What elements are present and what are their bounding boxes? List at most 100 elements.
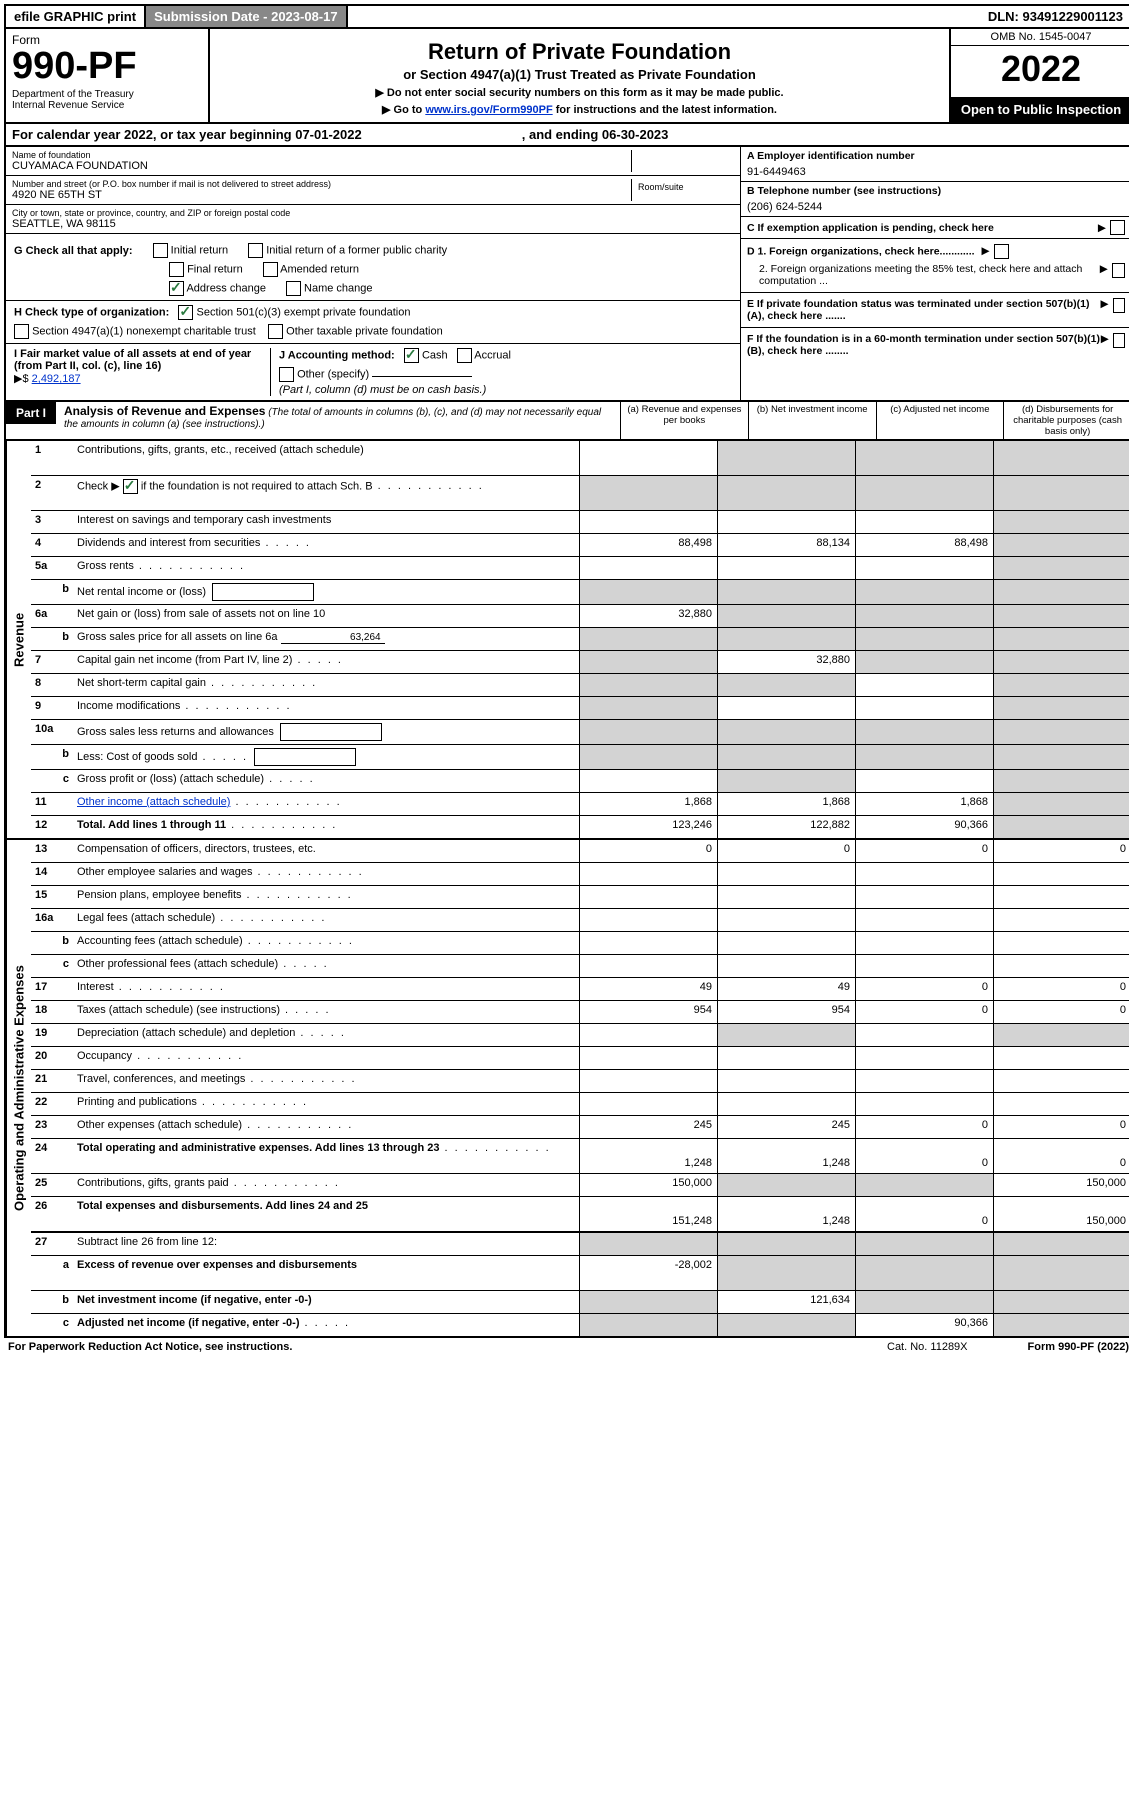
goto-post: for instructions and the latest informat… — [553, 104, 777, 116]
r23-d: 0 — [993, 1116, 1129, 1138]
g-amended: Amended return — [280, 263, 359, 275]
r24-c: 0 — [855, 1139, 993, 1173]
column-headers: (a) Revenue and expenses per books (b) N… — [620, 402, 1129, 439]
j-note: (Part I, column (d) must be on cash basi… — [279, 384, 732, 396]
h-other: Other taxable private foundation — [286, 325, 443, 337]
r23-b: 245 — [717, 1116, 855, 1138]
r26-c: 0 — [855, 1197, 993, 1231]
r2-checkbox[interactable] — [123, 479, 138, 494]
r6b-desc: Gross sales price for all assets on line… — [73, 628, 579, 650]
g-addr-change-checkbox[interactable] — [169, 281, 184, 296]
ein-cell: A Employer identification number 91-6449… — [741, 147, 1129, 182]
r20-desc: Occupancy — [73, 1047, 579, 1069]
r18-b: 954 — [717, 1001, 855, 1023]
r24-a: 1,248 — [579, 1139, 717, 1173]
r11-link[interactable]: Other income (attach schedule) — [77, 796, 230, 808]
r16c-desc: Other professional fees (attach schedule… — [73, 955, 579, 977]
part1-header: Part I Analysis of Revenue and Expenses … — [4, 401, 1129, 441]
form-subtitle: or Section 4947(a)(1) Trust Treated as P… — [216, 67, 943, 82]
tax-year: 2022 — [951, 46, 1129, 92]
j-accrual-checkbox[interactable] — [457, 348, 472, 363]
r24-desc: Total operating and administrative expen… — [73, 1139, 579, 1173]
r27a-a: -28,002 — [579, 1256, 717, 1290]
goto-note: ▶ Go to www.irs.gov/Form990PF for instru… — [216, 103, 943, 116]
form-header: Form 990-PF Department of the Treasury I… — [4, 29, 1129, 124]
d2-label: 2. Foreign organizations meeting the 85%… — [759, 263, 1100, 287]
omb-number: OMB No. 1545-0047 — [951, 29, 1129, 46]
revenue-side-label: Revenue — [6, 441, 31, 838]
r16a-desc: Legal fees (attach schedule) — [73, 909, 579, 931]
city-cell: City or town, state or province, country… — [6, 205, 740, 234]
revenue-table: Revenue 1Contributions, gifts, grants, e… — [4, 441, 1129, 840]
r12-a: 123,246 — [579, 816, 717, 838]
r26-desc: Total expenses and disbursements. Add li… — [73, 1197, 579, 1231]
e-row: E If private foundation status was termi… — [741, 293, 1129, 328]
e-label: E If private foundation status was termi… — [747, 298, 1089, 322]
g-initial-pub-checkbox[interactable] — [248, 243, 263, 258]
r18-desc: Taxes (attach schedule) (see instruction… — [73, 1001, 579, 1023]
header-center: Return of Private Foundation or Section … — [210, 29, 949, 122]
d1-label: D 1. Foreign organizations, check here..… — [747, 245, 975, 257]
r6a-a: 32,880 — [579, 605, 717, 627]
h-501c3: Section 501(c)(3) exempt private foundat… — [196, 306, 410, 318]
irs-link[interactable]: www.irs.gov/Form990PF — [425, 104, 552, 116]
r13-a: 0 — [579, 840, 717, 862]
col-d-hdr: (d) Disbursements for charitable purpose… — [1003, 402, 1129, 439]
efile-print[interactable]: efile GRAPHIC print — [6, 6, 146, 27]
g-initial-checkbox[interactable] — [153, 243, 168, 258]
r26-b: 1,248 — [717, 1197, 855, 1231]
r17-c: 0 — [855, 978, 993, 1000]
c-checkbox[interactable] — [1110, 220, 1125, 235]
phone-cell: B Telephone number (see instructions) (2… — [741, 182, 1129, 217]
calendar-year-line: For calendar year 2022, or tax year begi… — [4, 124, 1129, 147]
city-label: City or town, state or province, country… — [12, 208, 734, 218]
r18-c: 0 — [855, 1001, 993, 1023]
r3-desc: Interest on savings and temporary cash i… — [73, 511, 579, 533]
ssn-note: ▶ Do not enter social security numbers o… — [216, 86, 943, 99]
g-name-change: Name change — [304, 282, 373, 294]
d2-checkbox[interactable] — [1112, 263, 1125, 278]
form-ref: Form 990-PF (2022) — [1028, 1341, 1129, 1353]
h-4947: Section 4947(a)(1) nonexempt charitable … — [32, 325, 256, 337]
r6a-desc: Net gain or (loss) from sale of assets n… — [73, 605, 579, 627]
r10a-desc: Gross sales less returns and allowances — [73, 720, 579, 744]
part1-tab: Part I — [6, 402, 56, 424]
g-final-checkbox[interactable] — [169, 262, 184, 277]
j-other-checkbox[interactable] — [279, 367, 294, 382]
j-cash-checkbox[interactable] — [404, 348, 419, 363]
address-value: 4920 NE 65TH ST — [12, 189, 631, 201]
g-final: Final return — [187, 263, 243, 275]
j-label: J Accounting method: — [279, 349, 395, 361]
r4-b: 88,134 — [717, 534, 855, 556]
h-other-checkbox[interactable] — [268, 324, 283, 339]
r27-desc: Subtract line 26 from line 12: — [73, 1233, 579, 1255]
c-label: C If exemption application is pending, c… — [747, 222, 994, 234]
city-value: SEATTLE, WA 98115 — [12, 218, 734, 230]
address-cell: Number and street (or P.O. box number if… — [6, 176, 740, 205]
r12-c: 90,366 — [855, 816, 993, 838]
r17-desc: Interest — [73, 978, 579, 1000]
g-name-change-checkbox[interactable] — [286, 281, 301, 296]
fmv-link[interactable]: 2,492,187 — [32, 373, 81, 385]
r27c-c: 90,366 — [855, 1314, 993, 1336]
r5a-desc: Gross rents — [73, 557, 579, 579]
open-to-public: Open to Public Inspection — [951, 97, 1129, 122]
h-501c3-checkbox[interactable] — [178, 305, 193, 320]
g-initial: Initial return — [171, 244, 228, 256]
expenses-side-label: Operating and Administrative Expenses — [6, 840, 31, 1336]
d1-checkbox[interactable] — [994, 244, 1009, 259]
h-4947-checkbox[interactable] — [14, 324, 29, 339]
r4-desc: Dividends and interest from securities — [73, 534, 579, 556]
r21-desc: Travel, conferences, and meetings — [73, 1070, 579, 1092]
r27c-desc: Adjusted net income (if negative, enter … — [73, 1314, 579, 1336]
r26-a: 151,248 — [579, 1197, 717, 1231]
phone-label: B Telephone number (see instructions) — [747, 185, 941, 197]
r22-desc: Printing and publications — [73, 1093, 579, 1115]
r8-desc: Net short-term capital gain — [73, 674, 579, 696]
cal-end: , and ending 06-30-2023 — [522, 127, 669, 142]
r16b-desc: Accounting fees (attach schedule) — [73, 932, 579, 954]
e-checkbox[interactable] — [1113, 298, 1125, 313]
f-checkbox[interactable] — [1113, 333, 1125, 348]
g-amended-checkbox[interactable] — [263, 262, 278, 277]
r10c-desc: Gross profit or (loss) (attach schedule) — [73, 770, 579, 792]
